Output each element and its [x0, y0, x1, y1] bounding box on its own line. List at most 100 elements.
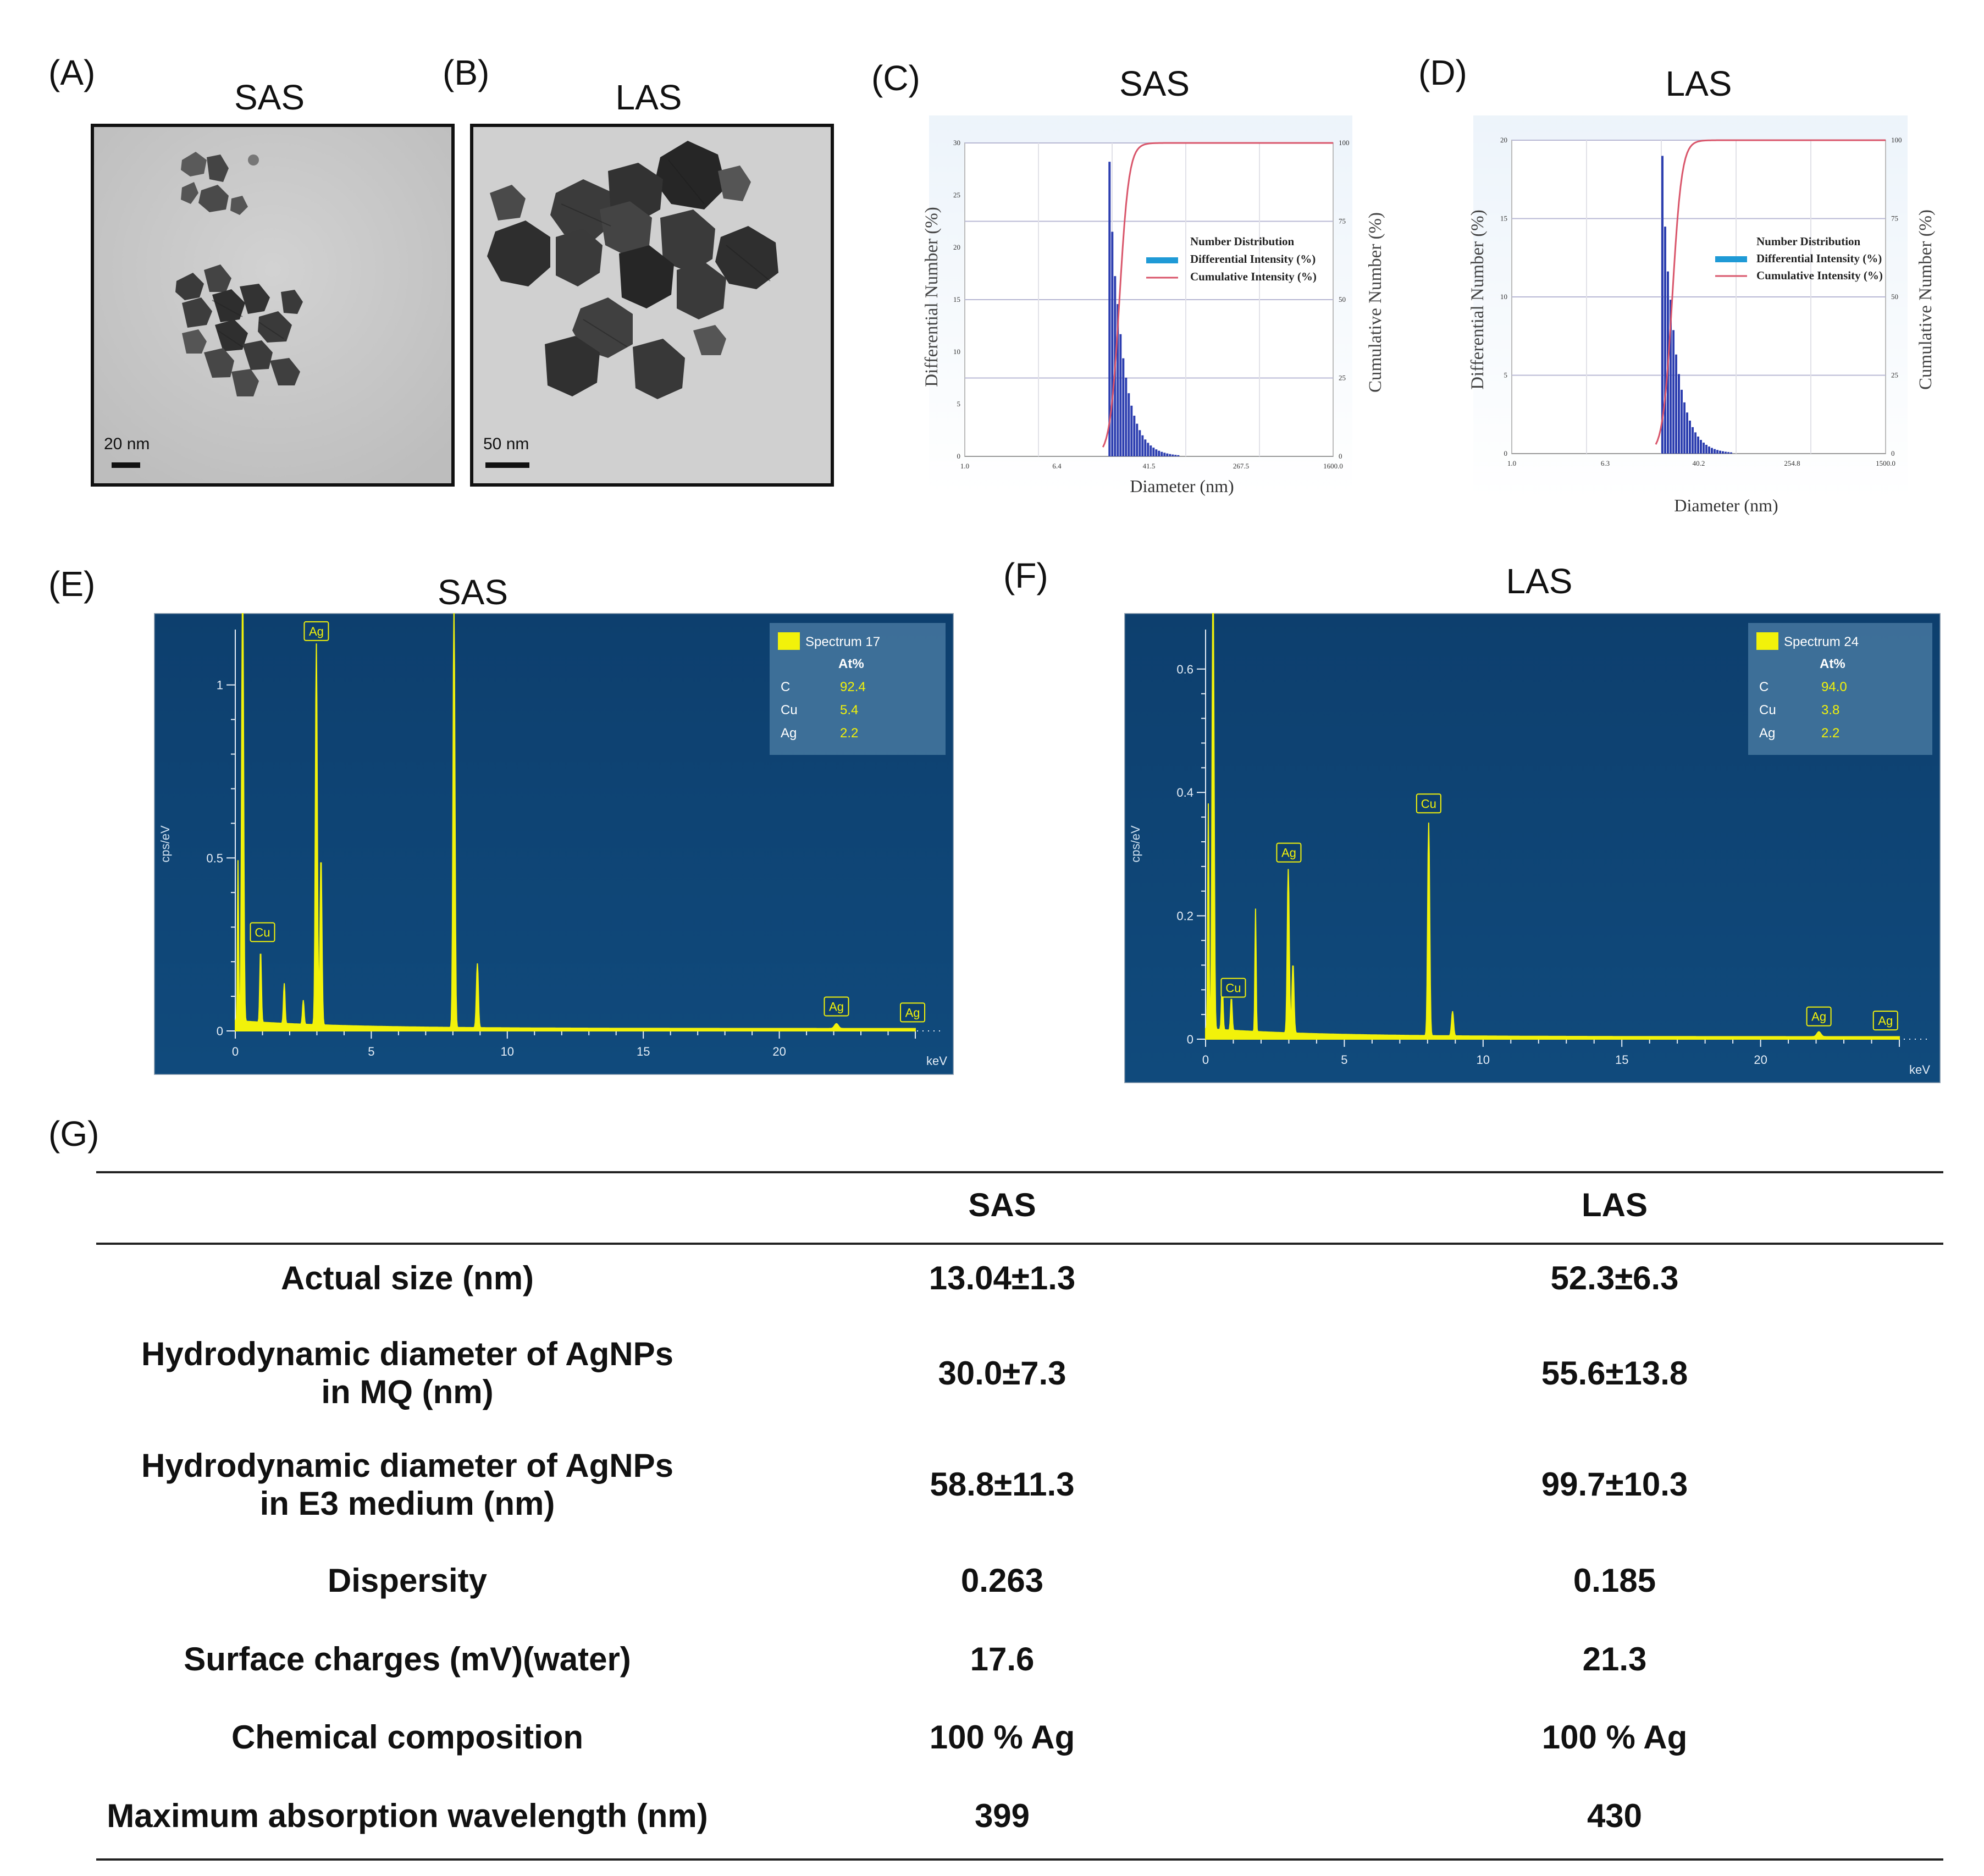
dls-y-right-tick: 0	[1339, 452, 1342, 460]
dls-sas-x-label: Diameter (nm)	[1130, 476, 1234, 496]
dls-bar	[1689, 421, 1691, 454]
panel-label-c: (C)	[871, 58, 920, 98]
dls-bar	[1661, 156, 1664, 454]
dls-y-left-tick: 20	[953, 243, 960, 251]
dls-y-right-tick: 50	[1891, 293, 1898, 301]
eds-peak-label: Cu	[255, 925, 270, 939]
dls-las-legend-bar-swatch	[1715, 256, 1747, 262]
dls-bar	[1111, 231, 1114, 456]
table-row: Dispersity 0.263 0.185	[96, 1541, 1943, 1620]
panel-label-g: (G)	[48, 1114, 100, 1154]
row-label-line-2: in E3 medium (nm)	[259, 1485, 555, 1522]
row-sas-value: 399	[974, 1797, 1030, 1834]
dls-sas-legend-title: Number Distribution	[1190, 235, 1295, 248]
eds-las-legend: Spectrum 24 At% C 94.0 Cu 3.8 Ag 2.2	[1748, 623, 1932, 755]
dls-las-legend-bar: Differential Intensity (%)	[1756, 252, 1882, 265]
dls-bar	[1672, 330, 1674, 454]
eds-peak-label-box	[1220, 978, 1246, 998]
dls-bar	[1155, 449, 1158, 456]
panel-label-b: (B)	[443, 53, 490, 92]
dls-bar	[1725, 451, 1727, 454]
dls-bar	[1136, 423, 1139, 456]
dls-bar	[1686, 412, 1688, 454]
dls-x-tick: 6.4	[1052, 462, 1062, 470]
panel-title-c: SAS	[1119, 64, 1190, 103]
eds-sas-legend-val-1: 5.4	[840, 703, 858, 718]
table-row: Hydrodynamic diameter of AgNPs in MQ (nm)…	[96, 1318, 1943, 1428]
eds-x-tick-label: 5	[1341, 1053, 1347, 1067]
eds-las-legend-el-0: C	[1759, 680, 1769, 694]
scale-label-sas: 20 nm	[104, 435, 150, 453]
dls-y-right-tick: 25	[1339, 374, 1346, 382]
eds-y-tick-label: 0.6	[1176, 663, 1193, 676]
table-bottom-rule	[96, 1858, 1943, 1861]
eds-sas-legend-el-0: C	[781, 680, 790, 694]
eds-y-tick-label: 0.4	[1176, 786, 1193, 799]
table-header-blank	[96, 1171, 719, 1238]
dls-bar	[1166, 453, 1169, 456]
row-sas-value: 58.8±11.3	[930, 1466, 1075, 1503]
dls-bar	[1163, 453, 1166, 456]
dls-bar	[1158, 450, 1160, 456]
dls-bar	[1141, 435, 1144, 456]
dls-bar	[1705, 444, 1707, 454]
dls-x-tick: 40.2	[1693, 459, 1705, 467]
dls-sas-legend-curve: Cumulative Intensity (%)	[1190, 270, 1317, 283]
dls-bar	[1727, 452, 1729, 454]
dls-bar	[1714, 449, 1716, 454]
dls-sas-legend-bar-swatch	[1146, 257, 1178, 263]
eds-sas-legend-val-0: 92.4	[840, 680, 866, 694]
dls-bar	[1139, 430, 1141, 456]
dls-bar	[1117, 304, 1119, 456]
dls-y-right-tick: 75	[1891, 214, 1898, 223]
dls-chart-sas: 0 5 10 15 20 25 30 0 25 50 75 100 1.0 6.4 41.5 267.5 1…	[922, 115, 1385, 496]
dls-bar	[1719, 450, 1721, 454]
eds-y-tick-label: 0.2	[1176, 909, 1193, 923]
dls-y-right-tick: 75	[1339, 217, 1346, 225]
eds-x-tick-label: 15	[637, 1045, 650, 1058]
dls-las-x-label: Diameter (nm)	[1674, 495, 1778, 515]
eds-peak-label: Ag	[1811, 1010, 1826, 1024]
dls-bar	[1700, 440, 1702, 454]
table-header-rule	[96, 1243, 1943, 1245]
eds-spectrum-trace	[1205, 613, 1900, 1040]
eds-x-tick-label: 20	[1754, 1053, 1767, 1067]
dls-bar	[1697, 436, 1699, 454]
eds-las-legend-el-2: Ag	[1759, 726, 1775, 741]
row-label: Actual size (nm)	[280, 1260, 534, 1296]
row-las-value: 21.3	[1582, 1640, 1647, 1678]
table-top-rule	[96, 1171, 1943, 1173]
dls-y-left-tick: 15	[953, 295, 960, 304]
row-label: Chemical composition	[231, 1719, 584, 1756]
panel-label-d: (D)	[1418, 53, 1467, 92]
dls-x-tick: 41.5	[1143, 462, 1156, 470]
eds-x-tick-label: 0	[232, 1045, 239, 1058]
dls-y-right-tick: 100	[1339, 139, 1350, 147]
eds-peak-label: Ag	[905, 1006, 920, 1019]
dls-cumulative-curve	[1102, 142, 1333, 448]
tem-image-sas: 20 nm	[91, 124, 455, 487]
eds-x-tick-label: 0	[1202, 1053, 1209, 1067]
dls-las-y-left-label: Differential Number (%)	[1468, 209, 1488, 389]
eds-las-legend-el-1: Cu	[1759, 703, 1776, 718]
eds-peak-label-box	[824, 996, 849, 1017]
eds-sas-legend-header: At%	[838, 656, 864, 671]
dls-x-tick: 254.8	[1784, 459, 1800, 467]
row-label: Hydrodynamic diameter of AgNPs in E3 medi…	[96, 1428, 719, 1541]
eds-sas-legend: Spectrum 17 At% C 92.4 Cu 5.4 Ag 2.2	[770, 623, 946, 755]
dls-bar	[1722, 451, 1724, 454]
panel-title-b: LAS	[615, 78, 682, 117]
tem-micrograph-las	[473, 127, 831, 483]
dls-bar	[1133, 416, 1136, 456]
dls-bar	[1128, 393, 1130, 456]
dls-x-tick: 1.0	[960, 462, 969, 470]
eds-sas-legend-title: Spectrum 17	[805, 634, 880, 649]
eds-y-tick-label: 0	[217, 1024, 223, 1038]
eds-y-tick-label: 0.5	[206, 851, 223, 865]
panel-label-a: (A)	[48, 53, 96, 92]
dls-bar	[1108, 162, 1111, 456]
dls-las-legend-curve: Cumulative Intensity (%)	[1756, 269, 1883, 282]
eds-peak-label: Ag	[1281, 846, 1296, 860]
dls-bar	[1130, 405, 1133, 456]
eds-las-legend-header: At%	[1820, 656, 1845, 671]
